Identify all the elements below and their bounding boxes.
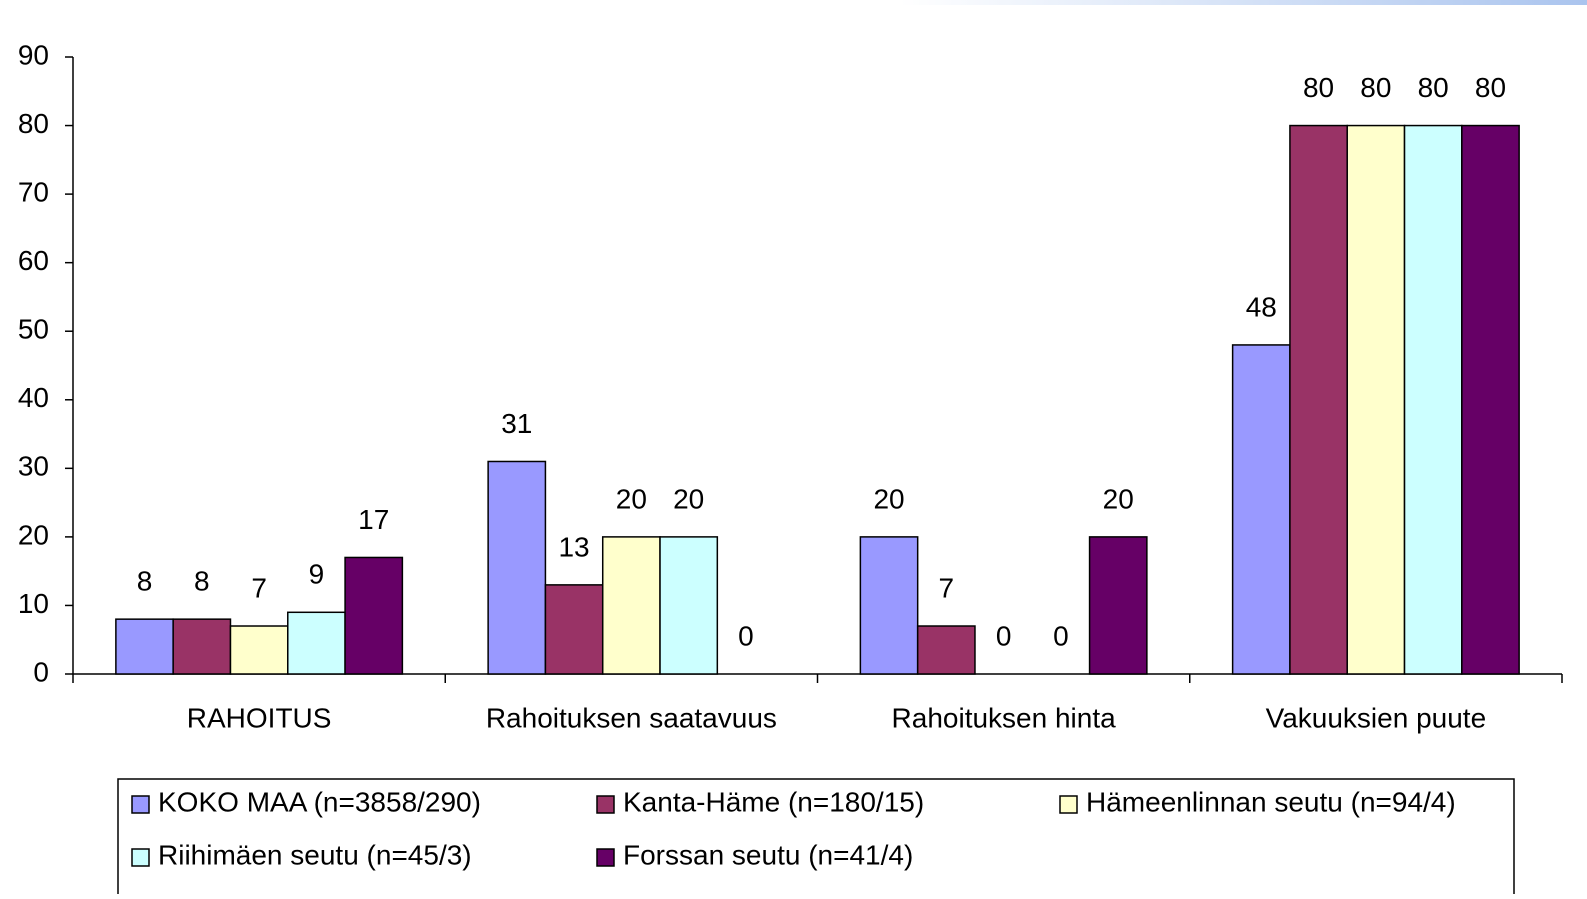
bar [287,611,346,675]
y-tick-label: 60 [18,245,49,276]
bar [859,536,919,675]
bar [172,618,232,675]
bar [916,625,976,675]
legend-label: Hämeenlinnan seutu (n=94/4) [1086,786,1456,817]
bar [115,618,174,675]
x-tick-label: Rahoituksen saatavuus [486,702,777,733]
bar [1231,344,1291,675]
bar [1346,124,1406,675]
y-tick-label: 0 [33,656,49,687]
header-stripe [900,0,1587,5]
data-label: 7 [251,572,267,603]
y-tick-label: 30 [18,451,49,482]
legend-swatch [131,795,150,814]
data-label: 0 [738,620,754,651]
data-label: 9 [309,559,325,590]
legend-label: Riihimäen seutu (n=45/3) [158,839,472,870]
legend-label: Kanta-Häme (n=180/15) [623,786,924,817]
data-label: 17 [358,504,389,535]
legend-swatch [596,795,615,814]
legend-swatch [131,848,150,867]
bar [544,584,604,675]
data-label: 7 [939,572,955,603]
bar [601,536,661,675]
data-label: 8 [137,566,153,597]
data-label: 20 [673,483,704,514]
data-label: 80 [1303,72,1334,103]
legend-swatch [1059,795,1078,814]
legend-label: Forssan seutu (n=41/4) [623,839,913,870]
data-label: 80 [1475,72,1506,103]
legend-label: KOKO MAA (n=3858/290) [158,786,481,817]
bar [344,556,404,675]
bar [1289,124,1348,675]
y-tick-label: 80 [18,108,49,139]
x-tick-label: Vakuuksien puute [1266,702,1487,733]
y-tick-label: 90 [18,39,49,70]
data-label: 0 [1053,620,1069,651]
y-tick-label: 10 [18,588,49,619]
data-label: 80 [1418,72,1449,103]
bar [1088,536,1148,675]
data-label: 80 [1360,72,1391,103]
data-label: 31 [501,408,532,439]
x-tick-label: RAHOITUS [187,702,332,733]
bar [1403,124,1463,675]
data-label: 20 [1103,483,1134,514]
data-label: 8 [194,566,210,597]
y-tick-label: 50 [18,314,49,345]
x-tick-label: Rahoituksen hinta [892,702,1117,733]
legend-box [117,778,1515,899]
data-label: 20 [616,483,647,514]
data-label: 20 [873,483,904,514]
bar [229,625,289,675]
y-tick-label: 70 [18,177,49,208]
bar [659,536,719,675]
y-tick-label: 40 [18,382,49,413]
bar [1461,124,1520,675]
data-label: 0 [996,620,1012,651]
legend-swatch [596,848,615,867]
data-label: 13 [558,531,589,562]
data-label: 48 [1246,291,1277,322]
y-tick-label: 20 [18,519,49,550]
bar [487,460,547,675]
